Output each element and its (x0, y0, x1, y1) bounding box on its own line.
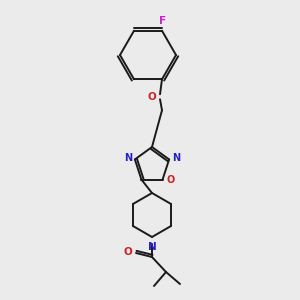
Text: O: O (147, 92, 156, 102)
Text: O: O (123, 247, 132, 257)
Text: N: N (172, 153, 180, 164)
Text: N: N (124, 153, 132, 164)
Text: O: O (167, 175, 175, 184)
Text: N: N (148, 242, 156, 252)
Text: F: F (159, 16, 167, 26)
